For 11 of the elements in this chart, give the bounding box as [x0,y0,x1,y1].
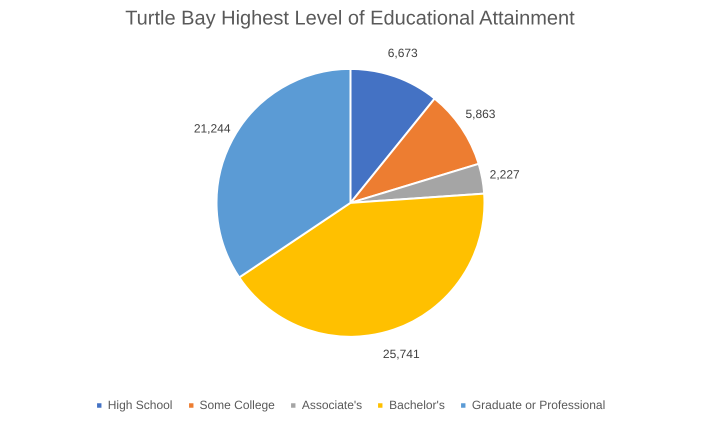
legend-label: Graduate or Professional [472,398,606,412]
legend-label: Associate's [302,398,362,412]
data-label: 25,741 [382,347,420,362]
data-label: 21,244 [194,121,231,136]
data-label: 6,673 [388,46,418,60]
chart-title: Turtle Bay Highest Level of Educational Attainment [125,8,576,30]
data-label: 5,863 [465,107,496,122]
data-label: 2,227 [490,168,520,182]
legend-label: Some College [199,398,275,412]
legend-label: High School [108,398,172,412]
legend-label: Bachelor's [389,398,445,412]
